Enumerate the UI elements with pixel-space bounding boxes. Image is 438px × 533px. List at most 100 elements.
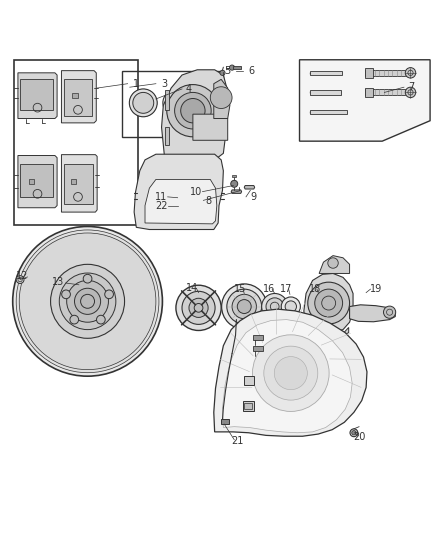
- Bar: [14, 60, 138, 225]
- Circle shape: [405, 68, 416, 78]
- Circle shape: [19, 233, 156, 370]
- Bar: [310, 110, 347, 114]
- Polygon shape: [145, 180, 217, 224]
- Circle shape: [210, 87, 232, 109]
- Circle shape: [328, 258, 338, 268]
- Text: 12: 12: [16, 271, 28, 281]
- Circle shape: [253, 335, 329, 411]
- Bar: [310, 90, 341, 94]
- Circle shape: [50, 264, 124, 338]
- Bar: [365, 90, 410, 95]
- Text: 19: 19: [370, 284, 382, 294]
- Circle shape: [274, 357, 307, 390]
- Circle shape: [167, 85, 219, 137]
- Circle shape: [16, 276, 24, 284]
- Text: 4: 4: [185, 84, 191, 94]
- Polygon shape: [20, 164, 53, 197]
- Text: 8: 8: [205, 196, 211, 206]
- Circle shape: [70, 316, 78, 324]
- Text: 7: 7: [408, 82, 414, 92]
- Text: 22: 22: [155, 201, 168, 212]
- Text: 21: 21: [231, 437, 244, 447]
- Polygon shape: [197, 93, 220, 113]
- Circle shape: [281, 297, 300, 316]
- Circle shape: [227, 289, 261, 324]
- Circle shape: [13, 227, 162, 376]
- Text: 18: 18: [309, 284, 321, 294]
- Circle shape: [384, 306, 396, 318]
- Circle shape: [83, 274, 92, 283]
- Circle shape: [261, 294, 288, 320]
- Circle shape: [62, 290, 71, 298]
- Circle shape: [105, 290, 113, 298]
- Text: 15: 15: [234, 284, 246, 294]
- Circle shape: [220, 70, 225, 76]
- Circle shape: [67, 280, 109, 322]
- Circle shape: [163, 90, 189, 116]
- Bar: [253, 346, 262, 351]
- Circle shape: [129, 89, 157, 117]
- Bar: [122, 71, 223, 137]
- Polygon shape: [214, 79, 230, 118]
- Text: 13: 13: [52, 277, 64, 287]
- Polygon shape: [134, 154, 223, 230]
- Circle shape: [16, 230, 159, 373]
- Polygon shape: [214, 309, 367, 436]
- Bar: [29, 180, 34, 184]
- Circle shape: [133, 92, 154, 114]
- Polygon shape: [61, 71, 96, 123]
- Circle shape: [230, 65, 235, 70]
- Polygon shape: [162, 70, 227, 161]
- Text: 1: 1: [133, 79, 139, 88]
- Bar: [233, 175, 236, 177]
- Circle shape: [74, 288, 101, 314]
- Polygon shape: [18, 156, 57, 208]
- Circle shape: [231, 180, 238, 187]
- Bar: [365, 68, 373, 78]
- Polygon shape: [244, 185, 254, 189]
- Polygon shape: [165, 127, 169, 144]
- Circle shape: [264, 346, 318, 400]
- Text: 5: 5: [224, 66, 230, 76]
- Circle shape: [175, 92, 211, 129]
- Bar: [233, 66, 241, 69]
- Polygon shape: [231, 190, 242, 193]
- Text: 9: 9: [250, 192, 256, 202]
- Bar: [310, 71, 342, 75]
- Text: 10: 10: [190, 187, 202, 197]
- Bar: [71, 180, 76, 184]
- Circle shape: [232, 294, 256, 319]
- Text: 3: 3: [162, 79, 168, 88]
- Polygon shape: [223, 320, 352, 433]
- Polygon shape: [64, 79, 92, 116]
- Polygon shape: [20, 79, 53, 110]
- Circle shape: [222, 284, 267, 329]
- Polygon shape: [350, 305, 395, 322]
- Circle shape: [350, 429, 358, 437]
- Bar: [244, 403, 252, 409]
- Circle shape: [285, 301, 297, 312]
- Polygon shape: [300, 60, 430, 141]
- Polygon shape: [304, 273, 353, 333]
- Text: 17: 17: [280, 284, 293, 294]
- Polygon shape: [193, 114, 228, 140]
- Bar: [244, 376, 254, 385]
- Bar: [365, 70, 410, 76]
- Text: 20: 20: [353, 432, 365, 442]
- Polygon shape: [165, 90, 169, 110]
- Circle shape: [308, 282, 350, 324]
- Circle shape: [266, 298, 283, 315]
- Polygon shape: [318, 327, 349, 341]
- Circle shape: [181, 99, 205, 123]
- Circle shape: [59, 273, 116, 329]
- Text: 6: 6: [249, 66, 255, 76]
- Polygon shape: [61, 155, 97, 212]
- Bar: [243, 401, 254, 411]
- Circle shape: [352, 431, 356, 435]
- Bar: [221, 419, 229, 424]
- Text: 11: 11: [155, 192, 168, 202]
- Bar: [253, 335, 262, 341]
- Polygon shape: [319, 256, 350, 273]
- Circle shape: [96, 316, 105, 324]
- Circle shape: [189, 298, 208, 318]
